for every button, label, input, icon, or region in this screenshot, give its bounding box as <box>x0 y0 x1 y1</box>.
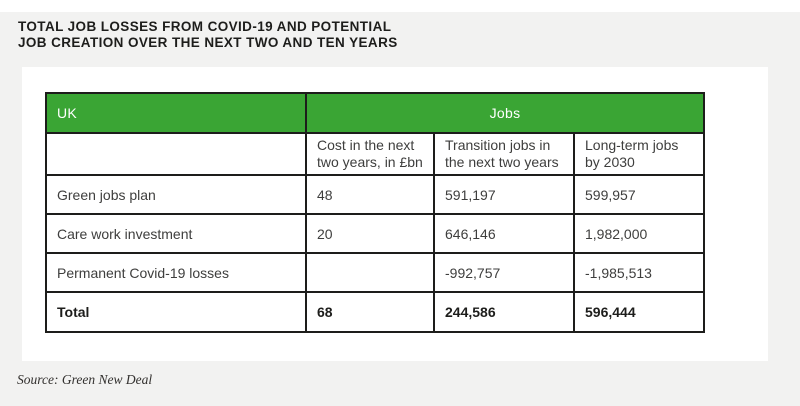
column-header-row: Cost in the next two years, in £bn Trans… <box>45 132 705 176</box>
longterm-value: -1,985,513 <box>573 252 705 293</box>
column-header-longterm: Long-term jobs by 2030 <box>573 132 705 176</box>
total-cost-value: 68 <box>305 291 435 333</box>
figure-title-line2: JOB CREATION OVER THE NEXT TWO AND TEN Y… <box>18 35 398 50</box>
total-longterm-value: 596,444 <box>573 291 705 333</box>
group-header-cell: Jobs <box>305 92 705 134</box>
longterm-value: 599,957 <box>573 174 705 215</box>
transition-value: -992,757 <box>433 252 575 293</box>
total-label: Total <box>45 291 307 333</box>
cost-value: 20 <box>305 213 435 254</box>
column-header-empty-cell <box>45 132 307 176</box>
cost-value <box>305 252 435 293</box>
jobs-table: UK Jobs Cost in the next two years, in £… <box>45 92 705 333</box>
transition-value: 591,197 <box>433 174 575 215</box>
table-row-total: Total 68 244,586 596,444 <box>45 291 705 333</box>
row-label: Green jobs plan <box>45 174 307 215</box>
table-header-row: UK Jobs <box>45 92 705 134</box>
transition-value: 646,146 <box>433 213 575 254</box>
cost-value: 48 <box>305 174 435 215</box>
region-header-cell: UK <box>45 92 307 134</box>
table-row-permanent-covid-losses: Permanent Covid-19 losses -992,757 -1,98… <box>45 252 705 293</box>
column-header-cost: Cost in the next two years, in £bn <box>305 132 435 176</box>
longterm-value: 1,982,000 <box>573 213 705 254</box>
column-header-transition: Transition jobs in the next two years <box>433 132 575 176</box>
figure-title-line1: TOTAL JOB LOSSES FROM COVID-19 AND POTEN… <box>18 19 392 34</box>
total-transition-value: 244,586 <box>433 291 575 333</box>
table-row-green-jobs-plan: Green jobs plan 48 591,197 599,957 <box>45 174 705 215</box>
figure-title: TOTAL JOB LOSSES FROM COVID-19 AND POTEN… <box>18 19 398 51</box>
source-attribution: Source: Green New Deal <box>17 372 153 387</box>
row-label: Permanent Covid-19 losses <box>45 252 307 293</box>
table-row-care-work-investment: Care work investment 20 646,146 1,982,00… <box>45 213 705 254</box>
row-label: Care work investment <box>45 213 307 254</box>
